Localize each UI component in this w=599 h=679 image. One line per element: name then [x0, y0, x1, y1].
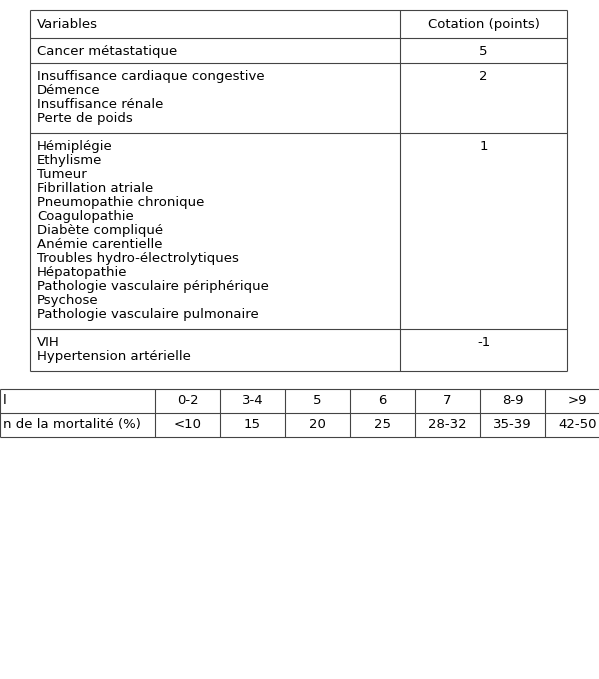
Text: Fibrillation atriale: Fibrillation atriale: [37, 182, 153, 195]
Text: l: l: [3, 394, 7, 407]
Text: -1: -1: [477, 336, 490, 349]
Text: 5: 5: [313, 394, 322, 407]
Text: 3-4: 3-4: [241, 394, 264, 407]
Text: Cotation (points): Cotation (points): [428, 18, 540, 31]
Text: Pathologie vasculaire pulmonaire: Pathologie vasculaire pulmonaire: [37, 308, 259, 321]
Text: 20: 20: [309, 418, 326, 431]
Text: Perte de poids: Perte de poids: [37, 112, 133, 125]
Text: 2: 2: [479, 70, 488, 83]
Text: 6: 6: [379, 394, 387, 407]
Text: Diabète compliqué: Diabète compliqué: [37, 224, 163, 237]
Text: Hémiplégie: Hémiplégie: [37, 140, 113, 153]
Text: 15: 15: [244, 418, 261, 431]
Text: 7: 7: [443, 394, 452, 407]
Text: >9: >9: [568, 394, 587, 407]
Text: Coagulopathie: Coagulopathie: [37, 210, 134, 223]
Text: Insuffisance cardiaque congestive: Insuffisance cardiaque congestive: [37, 70, 265, 83]
Text: 0-2: 0-2: [177, 394, 198, 407]
Text: Anémie carentielle: Anémie carentielle: [37, 238, 162, 251]
Text: Troubles hydro-électrolytiques: Troubles hydro-électrolytiques: [37, 252, 239, 265]
Text: Hépatopathie: Hépatopathie: [37, 266, 128, 279]
Text: 1: 1: [479, 140, 488, 153]
Text: Pathologie vasculaire périphérique: Pathologie vasculaire périphérique: [37, 280, 269, 293]
Text: Tumeur: Tumeur: [37, 168, 87, 181]
Text: Insuffisance rénale: Insuffisance rénale: [37, 98, 164, 111]
Text: Pneumopathie chronique: Pneumopathie chronique: [37, 196, 204, 209]
Text: Ethylisme: Ethylisme: [37, 154, 102, 167]
Text: Variables: Variables: [37, 18, 98, 31]
Text: n de la mortalité (%): n de la mortalité (%): [3, 418, 141, 431]
Text: Cancer métastatique: Cancer métastatique: [37, 45, 177, 58]
Text: 28-32: 28-32: [428, 418, 467, 431]
Text: 42-50: 42-50: [558, 418, 597, 431]
Text: 35-39: 35-39: [493, 418, 532, 431]
Text: Psychose: Psychose: [37, 294, 99, 307]
Text: <10: <10: [174, 418, 201, 431]
Text: VIH: VIH: [37, 336, 60, 349]
Text: 8-9: 8-9: [502, 394, 524, 407]
Text: Démence: Démence: [37, 84, 101, 97]
Text: 5: 5: [479, 45, 488, 58]
Text: 25: 25: [374, 418, 391, 431]
Text: Hypertension artérielle: Hypertension artérielle: [37, 350, 191, 363]
